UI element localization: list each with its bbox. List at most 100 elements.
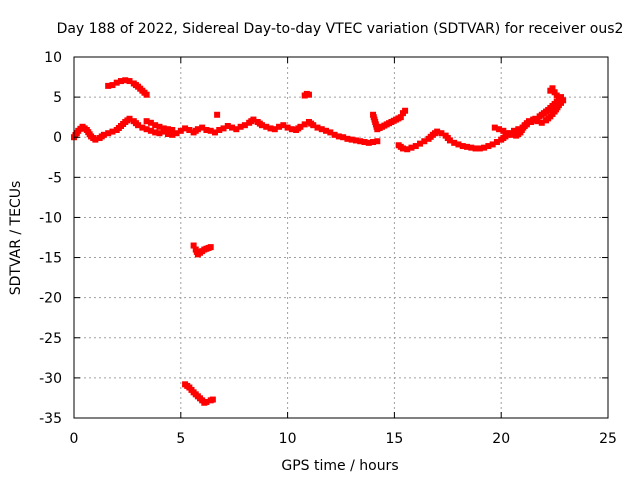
data-point <box>105 82 112 89</box>
data-point <box>491 124 498 131</box>
x-tick-label: 0 <box>70 431 79 447</box>
data-point <box>209 396 216 403</box>
data-point <box>327 129 334 136</box>
x-tick-label: 5 <box>176 431 185 447</box>
data-point <box>288 126 295 133</box>
data-point <box>515 126 522 133</box>
data-point <box>534 118 541 125</box>
data-point <box>199 124 206 131</box>
data-point <box>182 125 189 132</box>
data-point <box>284 124 291 131</box>
data-point <box>301 121 308 128</box>
series-upper-left-band-2 <box>143 118 176 134</box>
data-point <box>207 244 214 251</box>
data-point <box>323 127 330 134</box>
data-point <box>160 128 167 135</box>
y-tick-label: -20 <box>39 291 62 307</box>
data-point <box>352 137 359 144</box>
y-tick-label: 10 <box>44 50 62 66</box>
data-point <box>220 125 227 132</box>
data-point <box>267 125 274 132</box>
data-point <box>397 114 404 121</box>
data-point <box>169 131 176 138</box>
data-point <box>117 78 124 85</box>
data-point <box>344 135 351 142</box>
data-point <box>553 92 560 99</box>
data-point <box>434 128 441 135</box>
data-point <box>207 127 214 134</box>
y-tick-label: -25 <box>39 331 62 347</box>
data-point <box>493 139 500 146</box>
data-point <box>468 144 475 151</box>
data-point <box>135 122 142 129</box>
data-point <box>214 111 221 118</box>
data-point <box>224 122 231 129</box>
data-point <box>335 133 342 140</box>
data-point <box>399 145 406 152</box>
data-point <box>504 130 511 137</box>
y-tick-label: -15 <box>39 251 62 267</box>
data-point <box>173 130 180 137</box>
x-tick-label: 15 <box>385 431 403 447</box>
data-point <box>472 145 479 152</box>
data-point <box>194 126 201 133</box>
data-point <box>558 99 565 106</box>
data-point <box>109 82 116 89</box>
data-point <box>496 126 503 133</box>
data-point <box>511 127 518 134</box>
data-point <box>314 124 321 131</box>
data-point <box>105 130 112 137</box>
data-point <box>276 123 283 130</box>
y-tick-label: -5 <box>48 170 62 186</box>
data-point <box>348 136 355 143</box>
data-point <box>481 144 488 151</box>
data-point <box>417 140 424 147</box>
data-point <box>331 131 338 138</box>
data-point <box>551 89 558 96</box>
data-point <box>164 131 171 138</box>
chart-title: Day 188 of 2022, Sidereal Day-to-day VTE… <box>57 21 624 37</box>
data-point <box>139 124 146 131</box>
series-lower-cluster-1 <box>190 242 214 258</box>
data-point <box>126 115 133 122</box>
data-point <box>374 138 381 145</box>
data-point <box>152 129 159 136</box>
data-point <box>237 123 244 130</box>
data-point <box>408 144 415 151</box>
data-point <box>177 127 184 134</box>
series-upper-left-arc <box>105 77 150 98</box>
data-point <box>203 127 210 134</box>
y-tick-label: -35 <box>39 411 62 427</box>
data-point <box>156 130 163 137</box>
y-tick-label: -30 <box>39 371 62 387</box>
y-axis-label: SDTVAR / TECUs <box>8 181 24 296</box>
data-point <box>538 119 545 126</box>
y-tick-label: -10 <box>39 210 62 226</box>
x-tick-label: 25 <box>599 431 617 447</box>
data-point <box>271 126 278 133</box>
data-point <box>438 130 445 137</box>
data-point <box>500 127 507 134</box>
series-isolated-points <box>214 90 409 133</box>
data-point <box>100 131 107 138</box>
data-point <box>525 118 532 125</box>
data-point <box>92 136 99 143</box>
data-point <box>476 145 483 152</box>
data-point <box>357 138 364 145</box>
data-point <box>318 126 325 133</box>
data-point <box>508 131 515 138</box>
data-point <box>421 138 428 145</box>
data-point <box>190 242 197 249</box>
data-point <box>113 79 120 86</box>
y-tick-label: 0 <box>53 130 62 146</box>
series-lower-cluster-2 <box>182 381 216 406</box>
data-point <box>233 126 240 133</box>
data-point <box>147 127 154 134</box>
x-tick-label: 20 <box>492 431 510 447</box>
data-point <box>143 91 150 98</box>
data-point <box>143 118 150 125</box>
series-main-band <box>71 115 381 146</box>
data-point <box>310 122 317 129</box>
data-point <box>555 95 562 102</box>
